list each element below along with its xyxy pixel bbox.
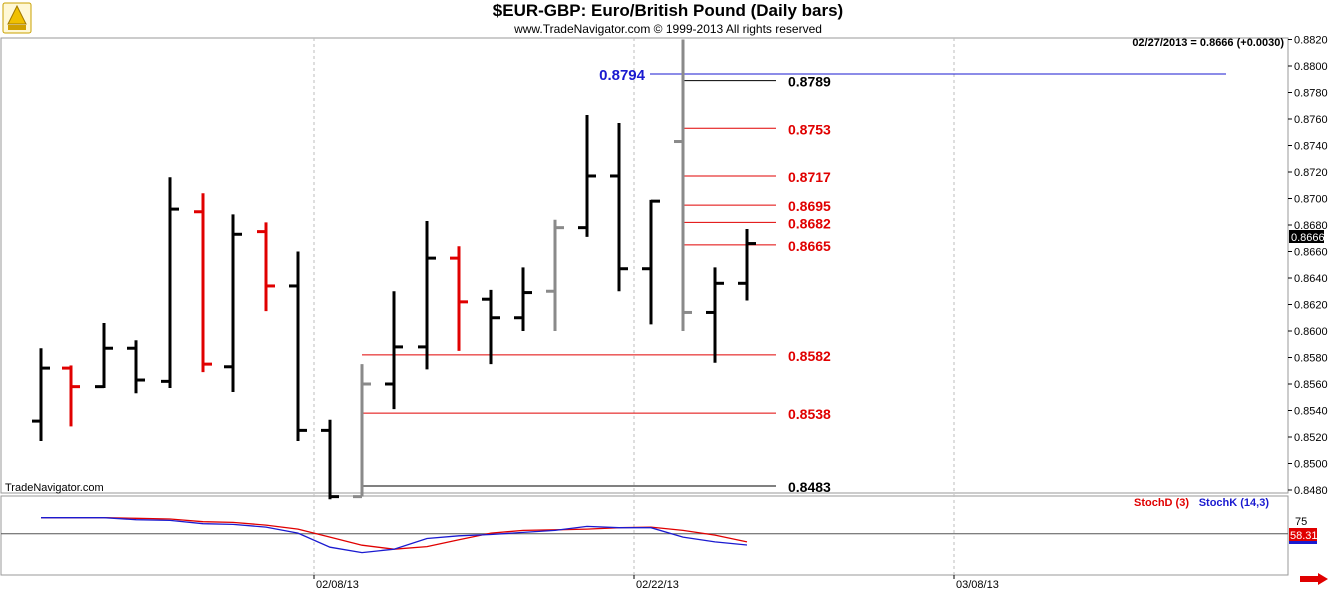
price-tick-label: 0.8620 [1294,300,1328,312]
price-tick-label: 0.8660 [1294,247,1328,259]
price-bar [674,39,692,331]
price-bar [385,291,403,410]
copyright-subtitle: www.TradeNavigator.com © 1999-2013 All r… [514,22,822,36]
price-axis: 0.8480 0.8500 0.8520 0.8540 0.8560 0.8580 0.86… [1288,35,1328,497]
stoch-level-label: 75 [1295,516,1307,528]
level-label: 0.8682 [788,215,831,231]
price-tick-label: 0.8680 [1294,220,1328,232]
price-bar [321,419,339,500]
price-tick-label: 0.8640 [1294,273,1328,285]
current-price-tag-label: 0.8666 [1291,232,1325,244]
level-label: 0.8582 [788,348,831,364]
watermark-label: TradeNavigator.com [5,482,104,494]
price-bar [127,340,145,394]
level-label: 0.8753 [788,121,831,137]
stoch-d-legend: StochD (3) [1134,497,1189,509]
price-bar [450,246,468,351]
price-tick-label: 0.8820 [1294,35,1328,47]
time-tick-label: 03/08/13 [956,579,999,591]
level-label: 0.8695 [788,198,831,214]
time-axis: 02/08/13 02/22/13 03/08/13 [313,575,999,591]
level-label: 0.8794 [599,67,646,84]
price-tick-label: 0.8720 [1294,167,1328,179]
stoch-panel-frame [0,495,1289,576]
price-bar [578,115,596,237]
price-bars [32,39,756,500]
price-tick-label: 0.8780 [1294,88,1328,100]
price-bar [161,177,179,388]
price-bar [738,228,756,301]
stoch-last-value: 58.31 [1290,530,1318,542]
level-label: 0.8789 [788,74,831,90]
price-bar [642,199,660,325]
price-bar [706,267,724,363]
trade-navigator-logo-icon[interactable] [2,2,32,34]
last-price-readout: 02/27/2013 = 0.8666 (+0.0030) [1132,37,1284,49]
price-tick-label: 0.8480 [1294,485,1328,497]
price-tick-label: 0.8800 [1294,61,1328,73]
chart-title: $EUR-GBP: Euro/British Pound (Daily bars… [492,1,844,20]
stoch-k-legend: StochK (14,3) [1199,497,1270,509]
price-bar [289,251,307,441]
price-tick-label: 0.8540 [1294,406,1328,418]
level-label: 0.8665 [788,238,831,254]
price-bar [257,222,275,312]
price-bar [224,214,242,392]
current-price-tag: 0.8666 [1289,230,1325,244]
price-tick-label: 0.8500 [1294,459,1328,471]
price-tick-label: 0.8560 [1294,379,1328,391]
price-tick-label: 0.8600 [1294,326,1328,338]
stoch-last-value-tag: 58.31 [1289,528,1318,544]
level-label: 0.8538 [788,406,831,422]
level-label: 0.8483 [788,479,831,495]
price-bar [418,221,436,370]
price-tick-label: 0.8520 [1294,432,1328,444]
price-tick-label: 0.8580 [1294,353,1328,365]
time-tick-label: 02/08/13 [316,579,359,591]
chart-header: $EUR-GBP: Euro/British Pound (Daily bars… [0,0,1336,38]
price-bar [62,365,80,427]
price-bar [95,323,113,389]
stoch-k-line [41,517,748,554]
price-bar [353,364,371,499]
price-bar [546,219,564,331]
time-tick-label: 02/22/13 [636,579,679,591]
stochastic-lines [1,517,1288,554]
price-bar [32,348,50,441]
price-tick-label: 0.8740 [1294,141,1328,153]
vertical-gridlines [313,38,955,575]
price-bar [514,267,532,331]
price-bar [610,122,628,292]
price-bar [194,193,212,373]
level-label: 0.8717 [788,169,831,185]
price-tick-label: 0.8760 [1294,114,1328,126]
price-panel-frame [0,37,1289,494]
price-bar [482,289,500,365]
scroll-right-arrow-icon[interactable] [1300,572,1328,590]
price-tick-label: 0.8700 [1294,194,1328,206]
